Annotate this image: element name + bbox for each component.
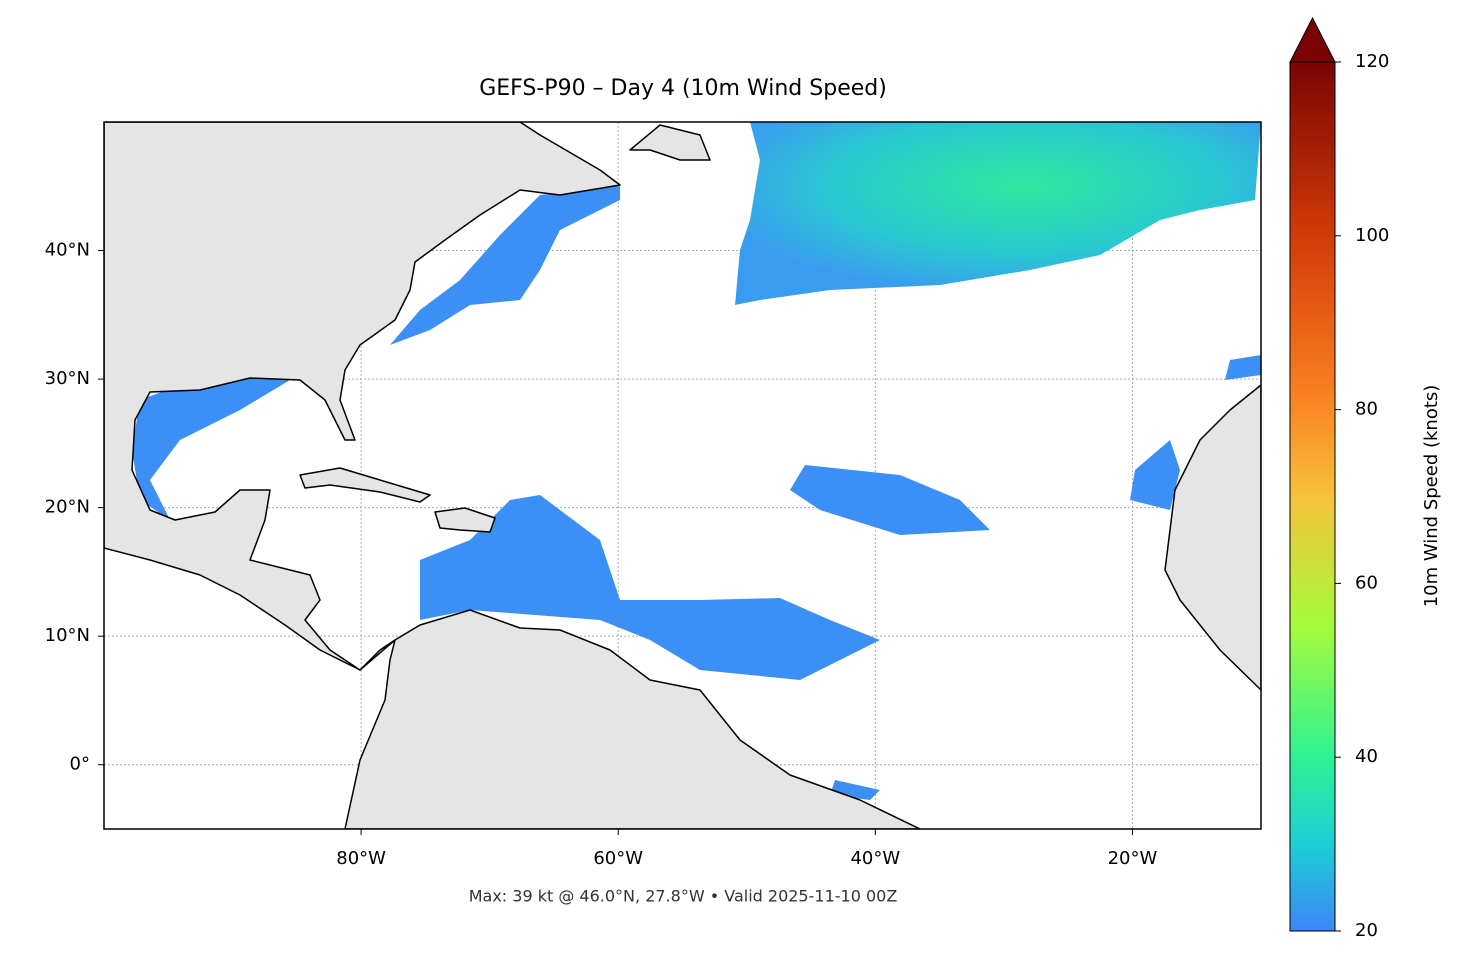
y-tick-label: 20°N	[45, 497, 90, 518]
africa	[1164, 384, 1261, 691]
colorbar-tick-label: 60	[1355, 572, 1378, 593]
y-tick-label: 40°N	[45, 240, 90, 261]
wind-patch	[420, 495, 880, 680]
land	[104, 122, 1261, 829]
colorbar-tick-label: 20	[1355, 920, 1378, 941]
colorbar: 20 40 60 80 100 120	[1289, 16, 1389, 941]
wind-patch	[790, 465, 990, 535]
colorbar-tick-label: 40	[1355, 746, 1378, 767]
map-frame	[103, 121, 1262, 830]
wind-patch	[132, 378, 290, 520]
wind-patch	[1130, 440, 1180, 510]
colorbar-tick-label: 120	[1355, 51, 1389, 72]
colorbar-tick-label: 100	[1355, 225, 1389, 246]
wind-patch	[1225, 355, 1261, 380]
x-tick-label: 20°W	[1108, 848, 1158, 869]
y-tick-label: 10°N	[45, 625, 90, 646]
chart-title: GEFS-P90 – Day 4 (10m Wind Speed)	[479, 76, 887, 101]
colorbar-label: 10m Wind Speed (knots)	[1421, 385, 1442, 608]
colorbar-body	[1289, 61, 1336, 932]
wind-patch	[735, 122, 1261, 305]
y-tick-label: 30°N	[45, 368, 90, 389]
colorbar-tick-label: 80	[1355, 399, 1378, 420]
footnote: Max: 39 kt @ 46.0°N, 27.8°W • Valid 2025…	[469, 887, 898, 906]
newfoundland	[629, 124, 711, 161]
x-tick-label: 60°W	[593, 848, 643, 869]
map-area	[104, 122, 1261, 829]
north-america	[104, 122, 621, 671]
hispaniola	[434, 507, 496, 533]
x-tick-label: 40°W	[850, 848, 900, 869]
x-tick-label: 80°W	[336, 848, 386, 869]
cuba	[299, 467, 431, 503]
wind-patch	[390, 185, 620, 345]
colorbar-extend	[1289, 16, 1336, 63]
wind-field	[132, 122, 1261, 800]
south-america	[344, 609, 921, 829]
y-tick-label: 0°	[70, 754, 90, 775]
